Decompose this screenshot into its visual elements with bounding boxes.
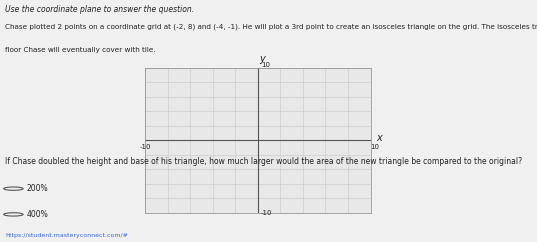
Text: 400%: 400% xyxy=(27,210,49,219)
Text: x: x xyxy=(376,133,382,143)
Text: -10: -10 xyxy=(139,144,151,150)
Text: 10: 10 xyxy=(261,62,270,68)
Text: Chase plotted 2 points on a coordinate grid at (-2, 8) and (-4, -1). He will plo: Chase plotted 2 points on a coordinate g… xyxy=(5,24,537,30)
Text: floor Chase will eventually cover with tile.: floor Chase will eventually cover with t… xyxy=(5,47,156,53)
Text: 200%: 200% xyxy=(27,184,48,193)
Text: If Chase doubled the height and base of his triangle, how much larger would the : If Chase doubled the height and base of … xyxy=(5,157,523,166)
Text: https://student.masteryconnect.com/#: https://student.masteryconnect.com/# xyxy=(5,233,128,238)
Text: 10: 10 xyxy=(371,144,380,150)
Text: y: y xyxy=(259,54,265,64)
Text: -10: -10 xyxy=(261,210,273,216)
Text: Use the coordinate plane to answer the question.: Use the coordinate plane to answer the q… xyxy=(5,5,194,15)
